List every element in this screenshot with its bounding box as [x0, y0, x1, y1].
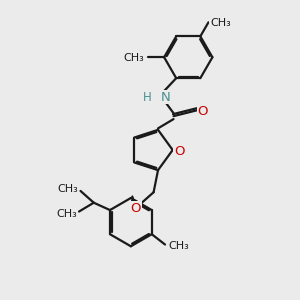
Text: CH₃: CH₃ — [56, 209, 77, 219]
Text: CH₃: CH₃ — [168, 241, 189, 250]
Text: CH₃: CH₃ — [57, 184, 78, 194]
Text: CH₃: CH₃ — [210, 18, 231, 28]
Text: N: N — [160, 91, 170, 103]
Text: O: O — [174, 145, 184, 158]
Text: H: H — [143, 91, 152, 103]
Text: CH₃: CH₃ — [124, 53, 144, 63]
Text: O: O — [197, 105, 208, 118]
Text: O: O — [131, 202, 141, 215]
